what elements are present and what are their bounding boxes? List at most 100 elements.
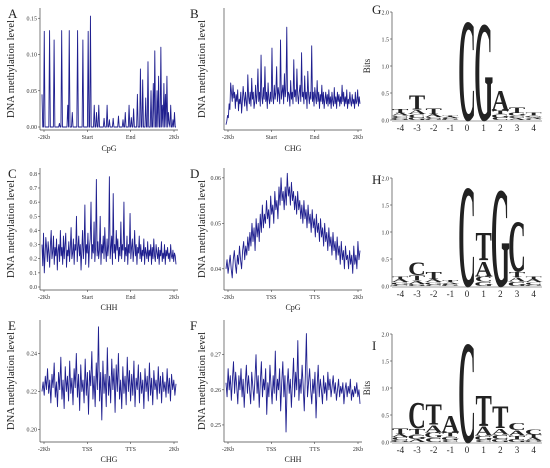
panel-letter: H [372,172,381,187]
logo-x-tick-label: 3 [515,289,520,299]
y-tick-label: 0.15 [27,16,38,22]
logo-x-tick-label: 0 [465,289,470,299]
logo-letter-a: A [391,433,409,438]
logo-letter-t: T [392,426,409,436]
y-tick-label: 0.25 [211,423,222,429]
logo-y-tick-label: 2.0 [382,177,390,183]
logo-x-tick-label: -3 [413,123,421,133]
y-tick-label: 0.4 [30,228,38,234]
logo-letter-g: G [424,431,443,439]
series-line [41,15,176,128]
logo-panel-i: IBits0.00.51.01.52.0GCATAGTCCGATCGTACCGA… [362,311,544,468]
logo-letter-a: A [408,109,426,116]
panel-letter: I [372,338,376,353]
y-tick-label: 0.6 [30,200,38,206]
logo-letter-t: T [492,109,509,115]
logo-letter-t: T [409,91,425,114]
x-tick-label: End [126,135,136,141]
logo-letter-c: C [408,393,426,436]
logo-letter-t: T [425,398,442,432]
logo-letter-a: A [425,278,443,283]
logo-letter-c: C [458,155,476,318]
logo-letter-t: T [525,275,542,280]
logo-letter-t: T [425,270,442,282]
logo-letter-t: T [492,400,508,436]
logo-letter-a: A [475,257,493,282]
logo-x-tick-label: -4 [397,289,405,299]
logo-letter-c: C [408,113,426,118]
logo-letter-c: C [475,275,493,283]
x-tick-label: TTS [309,295,320,301]
logo-letter-t: T [409,274,425,282]
logo-letter-g: G [474,0,493,152]
logo-y-tick-label: 0.0 [382,441,390,447]
y-tick-label: 0.05 [211,221,222,227]
logo-letter-a: A [441,282,459,285]
x-tick-label: 2Kb [169,295,179,301]
logo-y-tick-label: 2.0 [382,11,390,17]
logo-letter-c: C [391,115,409,118]
logo-letter-a: A [441,117,459,119]
logo-x-tick-label: -3 [413,445,421,455]
y-tick-label: 0.1 [30,271,38,277]
x-axis-label: CHH [101,303,118,312]
logo-y-tick-label: 0.5 [382,414,390,420]
logo-letter-t: T [442,115,459,118]
panel-letter: F [190,318,197,333]
logo-letter-a: A [425,113,443,117]
x-axis-label: CHG [285,144,302,153]
logo-letter-t: T [392,108,408,115]
logo-x-tick-label: -1 [447,445,455,455]
logo-x-tick-label: 4 [531,123,536,133]
y-axis-label: DNA methylation level [197,180,208,278]
logo-x-tick-label: 3 [515,445,520,455]
y-tick-label: 0.8 [30,172,38,178]
logo-letter-g: G [507,112,527,116]
logo-x-tick-label: -2 [430,289,438,299]
x-tick-label: End [126,295,136,301]
x-tick-label: 2Kb [169,447,179,453]
x-tick-label: 2Kb [353,135,363,141]
x-tick-label: -2Kb [38,295,50,301]
logo-letter-a: A [475,424,494,439]
logo-letter-a: A [391,112,409,116]
logo-letter-c: C [525,428,543,436]
logo-y-tick-label: 1.5 [382,204,390,210]
logo-letter-t: T [509,435,526,441]
logo-x-tick-label: 2 [498,289,503,299]
logo-x-tick-label: 0 [465,445,470,455]
logo-letter-a: A [525,279,543,283]
y-tick-label: 0.22 [27,389,38,395]
y-tick-label: 0.04 [211,267,222,273]
logo-letter-c: C [441,284,459,286]
logo-letter-c: C [525,119,543,121]
logo-letter-a: A [508,117,526,120]
logo-x-tick-label: 4 [531,289,536,299]
logo-letter-c: C [425,437,443,444]
logo-x-tick-label: 3 [515,123,520,133]
logo-letter-c: C [458,0,476,152]
logo-x-tick-label: 2 [498,123,503,133]
x-tick-label: Start [82,295,94,301]
logo-letter-c: C [508,206,526,288]
logo-letter-c: C [491,433,509,440]
x-tick-label: 2Kb [353,447,363,453]
logo-letter-a: A [525,437,543,441]
x-axis-label: CHG [101,455,118,464]
logo-y-tick-label: 2.0 [382,333,390,339]
logo-letter-a: A [391,279,409,283]
x-tick-label: 2Kb [169,135,179,141]
panel-letter: B [190,6,199,21]
x-axis-label: CpG [101,144,116,153]
y-axis-label: DNA methylation level [6,180,17,278]
logo-letter-g: G [491,159,510,318]
logo-x-tick-label: -2 [430,123,438,133]
logo-letter-g: G [391,439,411,442]
